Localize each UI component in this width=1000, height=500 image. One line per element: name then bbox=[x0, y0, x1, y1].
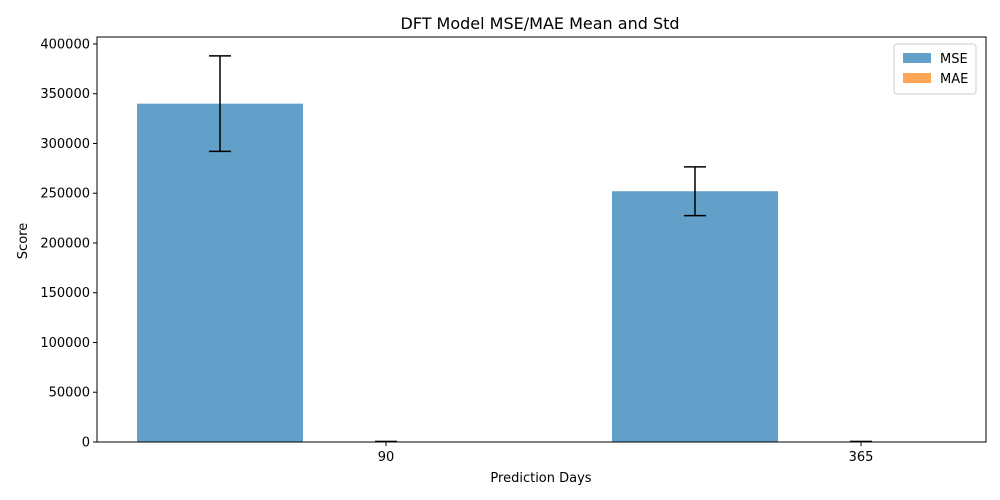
legend-swatch-mse bbox=[903, 53, 931, 63]
y-axis-ticks: 0 50000 100000 150000 200000 250000 300000 3500… bbox=[40, 37, 97, 451]
axis-labels: Prediction Days Score bbox=[16, 223, 592, 486]
y-tick-label: 200000 bbox=[40, 236, 90, 251]
legend-swatch-mae bbox=[903, 73, 931, 83]
plot-border bbox=[96, 36, 987, 443]
legend-label-mse: MSE bbox=[940, 52, 968, 67]
bar-mse-365 bbox=[612, 191, 778, 442]
x-tick-label: 365 bbox=[849, 450, 874, 465]
y-axis-label: Score bbox=[16, 223, 31, 259]
y-tick-label: 0 bbox=[82, 436, 90, 451]
bar-mse-90 bbox=[137, 103, 303, 442]
y-tick-label: 250000 bbox=[40, 187, 90, 202]
chart-title: DFT Model MSE/MAE Mean and Std bbox=[400, 14, 679, 33]
x-axis-label: Prediction Days bbox=[490, 471, 591, 486]
x-axis-ticks: 90 365 bbox=[378, 442, 874, 465]
y-tick-label: 400000 bbox=[40, 37, 90, 52]
y-tick-label: 100000 bbox=[40, 336, 90, 351]
y-tick-label: 50000 bbox=[49, 386, 90, 401]
y-tick-label: 150000 bbox=[40, 286, 90, 301]
plot-frame bbox=[96, 36, 987, 443]
y-tick-label: 300000 bbox=[40, 137, 90, 152]
legend: MSE MAE bbox=[893, 43, 977, 95]
y-tick-label: 350000 bbox=[40, 87, 90, 102]
bars bbox=[137, 103, 944, 443]
legend-label-mae: MAE bbox=[940, 72, 968, 87]
title-layer: DFT Model MSE/MAE Mean and Std bbox=[400, 14, 679, 33]
x-tick-label: 90 bbox=[378, 450, 395, 465]
